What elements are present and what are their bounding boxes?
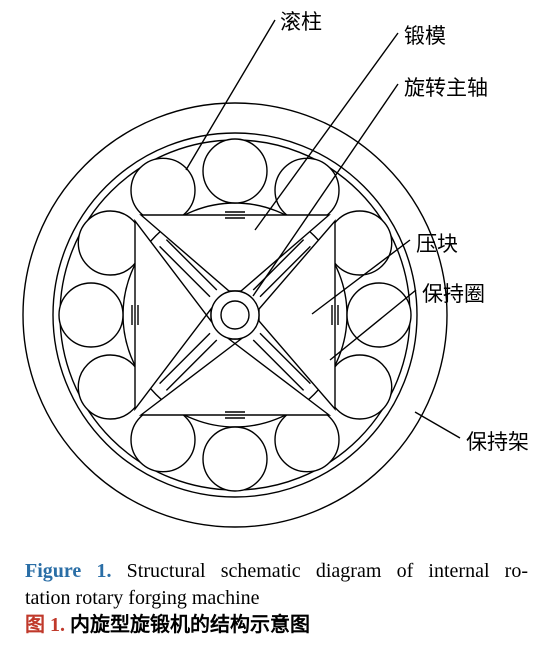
caption-en-prefix: Figure 1. <box>25 560 111 582</box>
label-gunzhu: 滚柱 <box>280 6 322 36</box>
label-baochiquan: 保持圈 <box>422 278 485 308</box>
label-duanmu: 锻模 <box>404 20 446 50</box>
caption-zh-prefix: 图 1. <box>25 614 65 636</box>
page-root: 滚柱 锻模 旋转主轴 压块 保持圈 保持架 Figure 1. Structur… <box>0 0 551 649</box>
caption-en-text1: Structural schematic diagram of internal… <box>111 560 528 582</box>
label-zhuzhou: 旋转主轴 <box>404 72 488 102</box>
caption-zh-text: 内旋型旋锻机的结构示意图 <box>65 614 310 636</box>
caption-en-text2: tation rotary forging machine <box>25 587 260 609</box>
figure-caption: Figure 1. Structural schematic diagram o… <box>25 558 528 639</box>
label-baochijia: 保持架 <box>466 426 529 456</box>
label-yakuai: 压块 <box>416 228 458 258</box>
